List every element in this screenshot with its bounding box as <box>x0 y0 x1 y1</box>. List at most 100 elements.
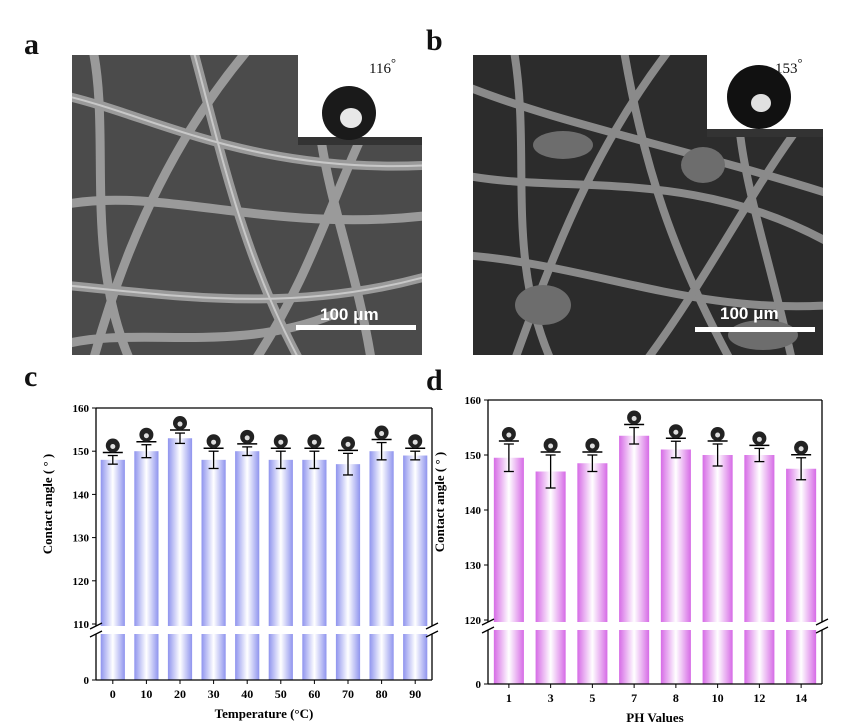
x-axis-title: PH Values <box>626 710 683 725</box>
droplet-highlight <box>548 443 554 449</box>
bar <box>369 451 394 680</box>
x-tick-label: 60 <box>308 687 320 701</box>
x-tick-label: 90 <box>409 687 421 701</box>
break-mark <box>89 630 103 638</box>
x-tick-label: 14 <box>795 691 807 705</box>
panel-a-letter: a <box>24 28 39 61</box>
break-mark <box>425 622 439 630</box>
y-tick-label: 130 <box>465 560 482 572</box>
x-axis-title: Temperature (°C) <box>215 706 314 721</box>
x-tick-label: 5 <box>589 691 595 705</box>
contact-angle-label-b: 153° <box>775 56 803 78</box>
droplet-highlight <box>756 436 762 442</box>
droplet-highlight <box>715 432 721 438</box>
bar <box>100 459 125 680</box>
bar <box>235 451 260 680</box>
droplet-highlight <box>506 432 512 438</box>
y-tick-label: 160 <box>465 395 482 407</box>
axis-break-band <box>480 622 830 630</box>
y-tick-label: 150 <box>73 446 90 458</box>
bar <box>535 471 566 684</box>
degree-symbol-a: ° <box>390 56 396 70</box>
x-tick-label: 20 <box>174 687 186 701</box>
bar <box>403 455 428 680</box>
y-tick-label: 0 <box>84 675 90 687</box>
bar <box>619 435 650 684</box>
bar <box>335 464 361 680</box>
x-tick-label: 3 <box>548 691 554 705</box>
x-tick-label: 70 <box>342 687 354 701</box>
break-mark <box>89 622 103 630</box>
bar <box>493 457 524 684</box>
scale-label-b: 100 μm <box>720 304 779 323</box>
x-tick-label: 12 <box>753 691 765 705</box>
x-tick-label: 0 <box>110 687 116 701</box>
degree-symbol-b: ° <box>797 56 803 70</box>
contact-angle-label-a: 116° <box>369 56 396 78</box>
y-axis-title: Contact angle ( ° ) <box>432 452 447 553</box>
y-tick-label: 140 <box>73 489 90 501</box>
y-tick-label: 120 <box>465 615 482 627</box>
y-tick-label: 0 <box>476 679 482 691</box>
droplet-highlight <box>244 435 250 441</box>
y-tick-label: 110 <box>73 619 89 631</box>
droplet-highlight <box>110 444 116 450</box>
bar <box>744 455 775 684</box>
contact-angle-value-a: 116 <box>369 61 391 77</box>
droplet-highlight <box>211 439 217 445</box>
droplet-highlight <box>177 421 183 427</box>
bar <box>577 463 608 684</box>
droplet-highlight <box>673 429 679 435</box>
y-tick-label: 120 <box>73 576 90 588</box>
x-tick-label: 1 <box>506 691 512 705</box>
x-tick-label: 50 <box>275 687 287 701</box>
sem-fibers-a <box>72 55 422 355</box>
y-tick-label: 150 <box>465 450 482 462</box>
scale-bar-b <box>695 327 815 332</box>
droplet-highlight <box>278 439 284 445</box>
panel-d-letter: d <box>426 364 443 397</box>
panel-c-letter: c <box>24 360 38 393</box>
break-mark <box>481 626 495 634</box>
x-tick-label: 7 <box>631 691 637 705</box>
droplet-highlight <box>631 416 637 421</box>
x-tick-label: 40 <box>241 687 253 701</box>
bar <box>201 459 226 680</box>
sem-image-b <box>473 55 823 355</box>
contact-angle-value-b: 153 <box>775 61 798 77</box>
droplet-highlight <box>412 439 418 445</box>
chart-temperature: 0 10 20 30 40 50 60 70 80 90 0 110 120 130 140 150 160 Te… <box>40 403 440 721</box>
x-tick-label: 10 <box>140 687 152 701</box>
x-tick-label: 10 <box>712 691 724 705</box>
panel-b-letter: b <box>426 24 443 57</box>
droplet-highlight <box>143 433 149 439</box>
bar <box>786 468 817 684</box>
droplet-highlight <box>345 441 351 447</box>
y-tick-label: 140 <box>465 505 482 517</box>
y-tick-label: 130 <box>73 533 90 545</box>
scale-label-a: 100 μm <box>320 305 379 324</box>
sem-fibers-b <box>473 55 823 355</box>
break-mark <box>425 630 439 638</box>
sem-image-a <box>72 55 422 355</box>
droplet-highlight <box>798 446 804 452</box>
bar <box>302 459 327 680</box>
break-mark <box>815 626 829 634</box>
bar <box>134 451 159 680</box>
droplet-highlight <box>589 443 595 449</box>
bar <box>660 449 691 684</box>
x-tick-label: 80 <box>376 687 388 701</box>
droplet-highlight <box>379 431 385 437</box>
x-tick-label: 8 <box>673 691 679 705</box>
scale-bar-a <box>296 325 416 330</box>
break-mark <box>815 618 829 626</box>
x-tick-label: 30 <box>208 687 220 701</box>
droplet-highlight <box>311 439 317 445</box>
y-tick-label: 160 <box>73 403 90 415</box>
bar <box>167 438 193 680</box>
bar <box>268 459 293 680</box>
axis-break-band <box>88 626 440 634</box>
y-axis-title: Contact angle ( ° ) <box>40 454 55 555</box>
bar <box>702 455 733 684</box>
